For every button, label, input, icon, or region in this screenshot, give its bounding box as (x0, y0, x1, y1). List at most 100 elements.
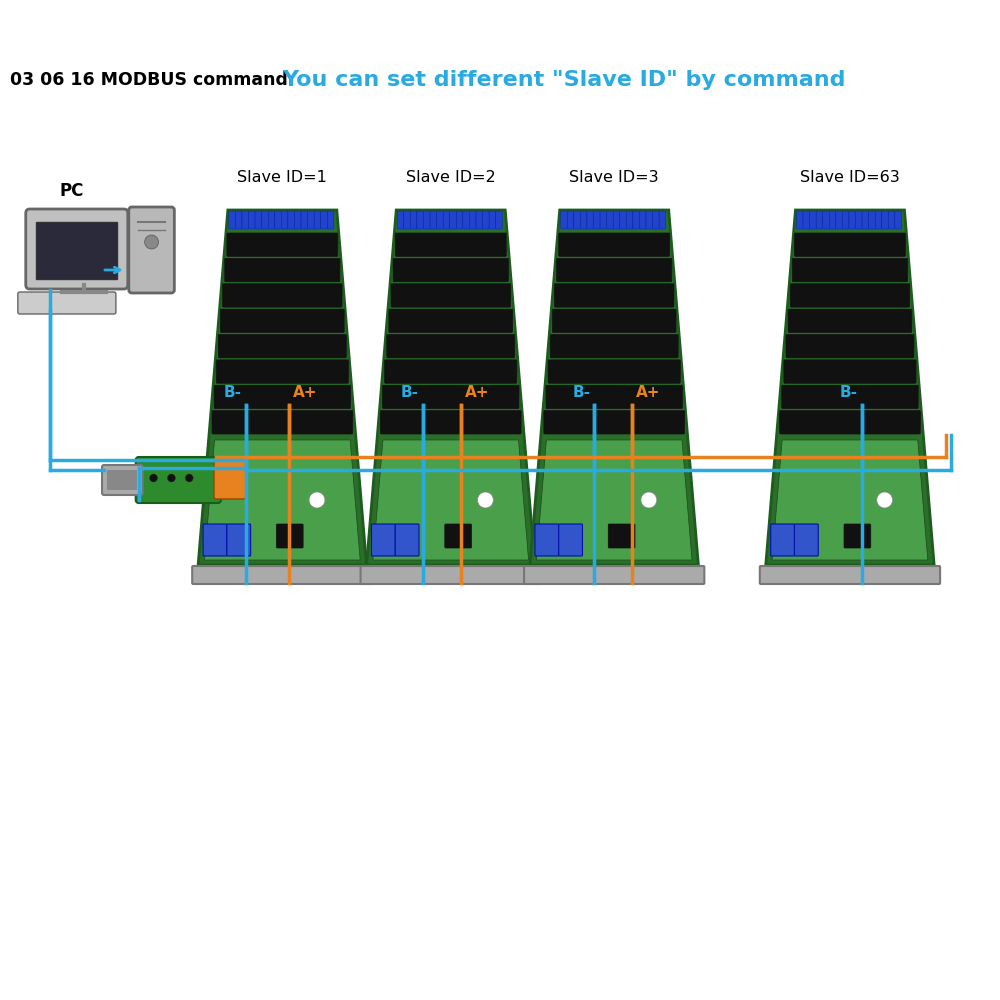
FancyBboxPatch shape (786, 334, 914, 358)
FancyBboxPatch shape (842, 211, 849, 229)
FancyBboxPatch shape (456, 211, 463, 229)
FancyBboxPatch shape (550, 334, 678, 358)
FancyBboxPatch shape (321, 211, 327, 229)
FancyBboxPatch shape (294, 211, 301, 229)
Text: B-: B- (401, 385, 419, 400)
Text: B-: B- (572, 385, 590, 400)
FancyBboxPatch shape (608, 524, 635, 548)
FancyBboxPatch shape (626, 211, 633, 229)
FancyBboxPatch shape (383, 385, 519, 409)
FancyBboxPatch shape (580, 211, 587, 229)
FancyBboxPatch shape (496, 211, 502, 229)
FancyBboxPatch shape (794, 524, 818, 556)
FancyBboxPatch shape (829, 211, 836, 229)
FancyBboxPatch shape (218, 334, 346, 358)
Circle shape (167, 474, 175, 482)
FancyBboxPatch shape (554, 284, 674, 307)
FancyBboxPatch shape (301, 211, 308, 229)
FancyBboxPatch shape (844, 524, 871, 548)
Circle shape (145, 235, 158, 249)
Circle shape (477, 492, 493, 508)
FancyBboxPatch shape (463, 211, 469, 229)
FancyBboxPatch shape (443, 211, 450, 229)
Text: Slave ID=3: Slave ID=3 (569, 170, 659, 185)
FancyBboxPatch shape (856, 211, 862, 229)
FancyBboxPatch shape (450, 211, 456, 229)
FancyBboxPatch shape (229, 211, 235, 229)
FancyBboxPatch shape (223, 284, 342, 307)
FancyBboxPatch shape (36, 222, 117, 279)
FancyBboxPatch shape (18, 292, 116, 314)
FancyBboxPatch shape (760, 566, 940, 584)
FancyBboxPatch shape (281, 211, 288, 229)
Polygon shape (772, 440, 928, 560)
FancyBboxPatch shape (136, 457, 221, 503)
FancyBboxPatch shape (633, 211, 639, 229)
FancyBboxPatch shape (524, 566, 704, 584)
FancyBboxPatch shape (653, 211, 659, 229)
FancyBboxPatch shape (227, 233, 338, 256)
FancyBboxPatch shape (782, 385, 918, 409)
Circle shape (185, 474, 193, 482)
FancyBboxPatch shape (26, 209, 128, 289)
FancyBboxPatch shape (771, 524, 794, 556)
FancyBboxPatch shape (445, 524, 472, 548)
FancyBboxPatch shape (389, 309, 513, 332)
FancyBboxPatch shape (869, 211, 875, 229)
Text: B-: B- (224, 385, 242, 400)
FancyBboxPatch shape (235, 211, 242, 229)
FancyBboxPatch shape (559, 524, 582, 556)
FancyBboxPatch shape (559, 233, 670, 256)
FancyBboxPatch shape (788, 309, 912, 332)
FancyBboxPatch shape (437, 211, 443, 229)
FancyBboxPatch shape (212, 411, 353, 434)
FancyBboxPatch shape (594, 211, 600, 229)
FancyBboxPatch shape (192, 566, 372, 584)
FancyBboxPatch shape (607, 211, 613, 229)
Text: B-: B- (840, 385, 858, 400)
FancyBboxPatch shape (646, 211, 653, 229)
FancyBboxPatch shape (255, 211, 262, 229)
FancyBboxPatch shape (790, 284, 910, 307)
FancyBboxPatch shape (620, 211, 626, 229)
FancyBboxPatch shape (361, 566, 541, 584)
Circle shape (309, 492, 325, 508)
FancyBboxPatch shape (216, 360, 348, 383)
FancyBboxPatch shape (220, 309, 344, 332)
FancyBboxPatch shape (417, 211, 423, 229)
FancyBboxPatch shape (107, 470, 137, 490)
FancyBboxPatch shape (552, 309, 676, 332)
FancyBboxPatch shape (796, 211, 803, 229)
FancyBboxPatch shape (391, 284, 510, 307)
FancyBboxPatch shape (469, 211, 476, 229)
FancyBboxPatch shape (849, 211, 856, 229)
FancyBboxPatch shape (823, 211, 829, 229)
FancyBboxPatch shape (780, 411, 920, 434)
FancyBboxPatch shape (567, 211, 574, 229)
FancyBboxPatch shape (393, 258, 508, 282)
Circle shape (877, 492, 893, 508)
FancyBboxPatch shape (395, 233, 506, 256)
Circle shape (150, 474, 158, 482)
FancyBboxPatch shape (784, 360, 916, 383)
FancyBboxPatch shape (129, 207, 174, 293)
FancyBboxPatch shape (875, 211, 882, 229)
FancyBboxPatch shape (227, 524, 251, 556)
Text: A+: A+ (465, 385, 489, 400)
FancyBboxPatch shape (836, 211, 842, 229)
Text: 03 06 16 MODBUS command: 03 06 16 MODBUS command (10, 71, 288, 89)
FancyBboxPatch shape (803, 211, 810, 229)
FancyBboxPatch shape (882, 211, 888, 229)
Polygon shape (198, 210, 367, 565)
FancyBboxPatch shape (249, 211, 255, 229)
FancyBboxPatch shape (327, 211, 334, 229)
FancyBboxPatch shape (387, 334, 515, 358)
FancyBboxPatch shape (476, 211, 483, 229)
FancyBboxPatch shape (895, 211, 901, 229)
FancyBboxPatch shape (410, 211, 417, 229)
FancyBboxPatch shape (587, 211, 594, 229)
FancyBboxPatch shape (308, 211, 314, 229)
Polygon shape (204, 440, 360, 560)
FancyBboxPatch shape (288, 211, 294, 229)
FancyBboxPatch shape (483, 211, 489, 229)
